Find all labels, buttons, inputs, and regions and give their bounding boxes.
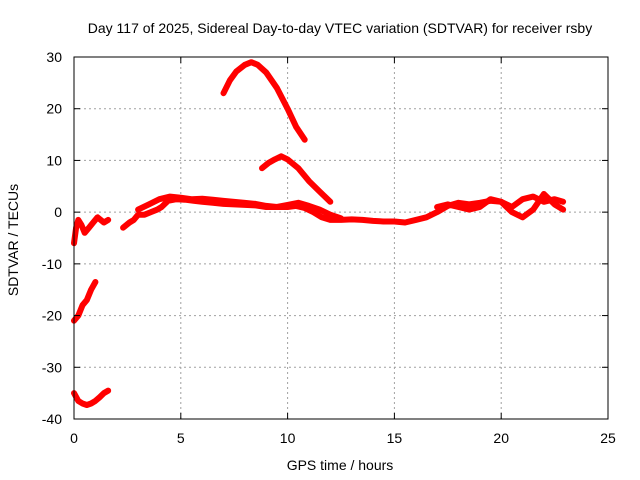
grid [74, 57, 608, 419]
y-tick-label: 20 [46, 101, 62, 117]
x-tick-label: 25 [600, 430, 616, 446]
y-tick-label: 0 [54, 204, 62, 220]
y-tick-label: 30 [46, 49, 62, 65]
y-tick-label: -20 [42, 308, 62, 324]
series-line-segment-8 [259, 153, 334, 205]
series-line-segment-1 [71, 214, 112, 247]
axis-ticks: 0 5 10 15 20 25 -40 -30 -20 -10 0 10 20 30 [42, 49, 616, 446]
series-line-segment-3 [71, 387, 112, 408]
series-group [71, 59, 567, 408]
plot-frame [73, 56, 609, 420]
x-tick-label: 5 [177, 430, 185, 446]
y-tick-label: -40 [42, 411, 62, 427]
chart-title: Day 117 of 2025, Sidereal Day-to-day VTE… [88, 20, 592, 36]
series-line-segment-2 [71, 279, 99, 324]
y-tick-label: -30 [42, 359, 62, 375]
x-axis-label: GPS time / hours [287, 457, 394, 473]
x-tick-label: 15 [387, 430, 403, 446]
x-tick-label: 10 [280, 430, 296, 446]
y-tick-label: 10 [46, 152, 62, 168]
x-tick-label: 20 [493, 430, 509, 446]
series-line-segment-6 [434, 191, 567, 221]
series-line-segment-5 [135, 193, 344, 222]
y-tick-label: -10 [42, 256, 62, 272]
series-line-segment-7 [220, 59, 308, 143]
x-tick-label: 0 [70, 430, 78, 446]
y-axis-label: SDTVAR / TECUs [5, 184, 21, 296]
